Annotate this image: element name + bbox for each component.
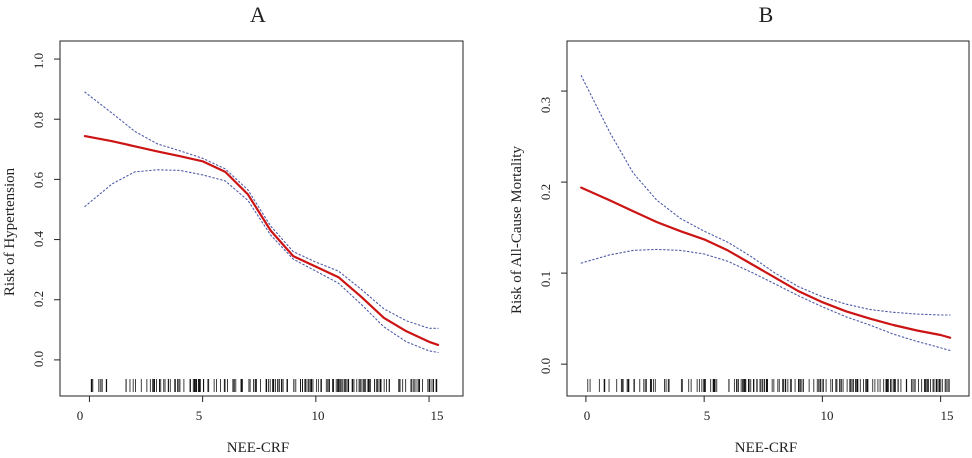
panel-a-y-tick-label: 0.6 [31,171,46,188]
panel-b: B NEE-CRF Risk of All-Cause Mortality 0 … [509,2,970,456]
panel-b-x-axis-label: NEE-CRF [735,440,798,456]
panel-a-tick-marks [54,58,430,402]
panel-a-lines [83,91,440,353]
panel-b-rug [587,379,950,392]
panel-b-lower-line [580,248,951,352]
panel-b-tick-marks [561,90,942,402]
panel-a-y-ticks: 0.0 0.2 0.4 0.6 0.8 1.0 [31,53,46,367]
panel-a-x-tick-label: 15 [431,408,444,423]
panel-b-x-tick-label: 5 [704,408,711,423]
panel-a-y-tick-label: 0.2 [31,291,46,307]
panel-b-y-tick-label: 0.0 [538,358,553,374]
panel-b-y-tick-label: 0.2 [538,184,553,200]
panel-b-y-tick-label: 0.3 [538,97,553,113]
panel-a-x-axis-label: NEE-CRF [227,440,290,456]
panel-b-plot-frame [566,40,970,397]
panel-a-y-tick-label: 1.0 [31,53,46,69]
panel-b-y-axis-label: Risk of All-Cause Mortality [509,146,525,314]
panel-b-upper-line [580,75,951,316]
panel-a-y-axis-label: Risk of Hypertension [2,167,18,296]
panel-b-y-tick-label: 0.1 [538,271,553,287]
panel-a-upper-line [84,91,439,329]
panel-a-title: A [250,2,266,27]
panel-a-estimate-line [83,135,440,346]
panel-a-rug [90,379,438,392]
panel-b-lines [580,75,952,352]
panel-b-y-ticks: 0.0 0.1 0.2 0.3 [538,97,553,374]
panel-b-x-tick-label: 10 [821,408,834,423]
panel-b-x-tick-label: 15 [941,408,954,423]
panel-b-title: B [759,2,774,27]
panel-b-estimate-line [580,186,952,339]
panel-a-x-tick-label: 5 [196,408,203,423]
panel-a: A NEE-CRF Risk of Hypertension 0 5 10 15… [2,2,464,456]
panel-a-y-tick-label: 0.4 [31,230,46,247]
panel-a-y-tick-label: 0.0 [31,351,46,367]
panel-b-x-tick-label: 0 [584,408,591,423]
panel-a-plot-frame [59,40,464,397]
panel-a-x-ticks: 0 5 10 15 [77,408,444,423]
panel-a-x-tick-label: 10 [312,408,325,423]
panel-a-lower-line [84,169,439,353]
panel-a-x-tick-label: 0 [77,408,84,423]
panel-b-x-ticks: 0 5 10 15 [584,408,954,423]
panel-a-y-tick-label: 0.8 [31,112,46,128]
